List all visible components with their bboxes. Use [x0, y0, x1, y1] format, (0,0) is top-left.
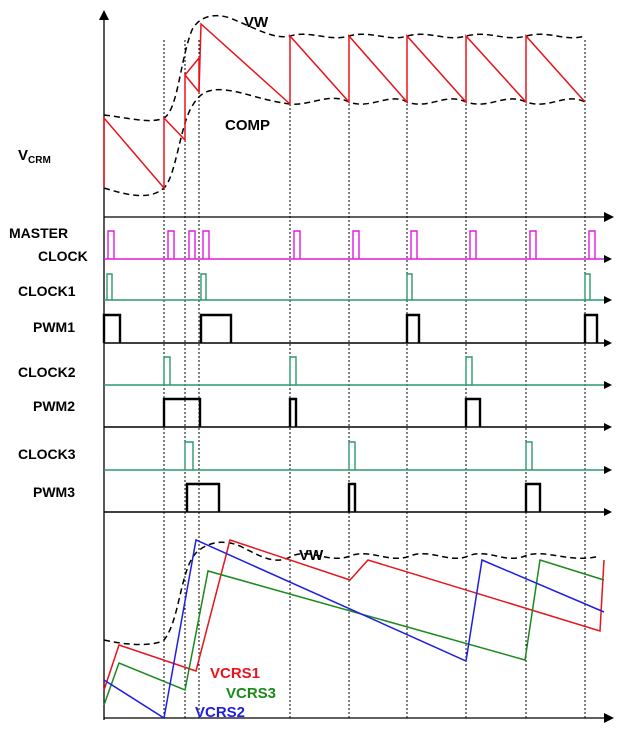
master-clock-pulse-10 — [588, 230, 596, 259]
clock1-waveform — [106, 273, 591, 300]
master-clock-pulse-2 — [167, 230, 175, 259]
master-arrow — [604, 255, 612, 263]
pwm1-waveform — [102, 313, 599, 343]
pwm2-label: PWM2 — [33, 398, 75, 414]
clock1-pulse-4 — [584, 273, 591, 300]
master-clock-label-1: MASTER — [9, 225, 68, 241]
pwm2-pulse-2 — [288, 397, 298, 427]
master-clock-pulse-6 — [352, 230, 360, 259]
clock3-arrow — [604, 466, 612, 474]
clock2-label: CLOCK2 — [18, 364, 76, 380]
vcrs3-waveform — [103, 559, 605, 706]
clock2-pulse-1 — [163, 356, 171, 385]
pwm1-label: PWM1 — [33, 319, 75, 335]
vw-bottom-label: VW — [299, 547, 324, 564]
pwm3-pulse-3 — [524, 482, 542, 512]
pwm1-pulse-2 — [199, 313, 233, 343]
pwm1-arrow — [604, 339, 612, 347]
pwm3-waveform — [185, 482, 542, 512]
vcrs2-waveform — [103, 538, 605, 720]
vcrm-waveform — [103, 22, 586, 191]
master-clock-pulse-5 — [293, 230, 301, 259]
clock2-pulse-2 — [289, 356, 297, 385]
master-clock-pulse-9 — [529, 230, 537, 259]
vcrs3-label: VCRS3 — [226, 685, 276, 702]
vcrm-connector — [184, 55, 200, 92]
pwm1-pulse-1 — [102, 313, 122, 343]
master-clock-waveform — [107, 230, 596, 259]
clock2-pulse-3 — [465, 356, 473, 385]
pwm2-pulse-3 — [464, 397, 482, 427]
timing-lines — [103, 40, 586, 718]
pwm2-pulse-1 — [162, 397, 202, 427]
clock2-waveform — [163, 356, 473, 385]
comp-envelope — [103, 88, 586, 197]
master-clock-label-2: CLOCK — [38, 248, 88, 264]
vw-envelope-top — [103, 14, 586, 122]
pwm3-pulse-1 — [185, 482, 221, 512]
pwm1-pulse-3 — [405, 313, 421, 343]
vcrs1-waveform — [103, 539, 605, 691]
pwm2-arrow — [604, 423, 612, 431]
master-clock-pulse-7 — [410, 230, 418, 259]
vw-top-label: VW — [244, 14, 269, 31]
clock1-pulse-3 — [406, 273, 413, 300]
clock3-label: CLOCK3 — [18, 446, 76, 462]
labels: VW COMP VCRM MASTER CLOCK CLOCK1 PWM1 CL… — [9, 14, 324, 721]
clock3-pulse-2 — [348, 441, 356, 470]
pwm1-pulse-4 — [583, 313, 599, 343]
clock1-arrow — [604, 296, 612, 304]
vcrm-section — [103, 14, 586, 197]
pwm2-waveform — [162, 397, 482, 427]
vcrs-section — [103, 538, 605, 720]
clock1-pulse-1 — [106, 273, 113, 300]
clock3-pulse-3 — [525, 441, 533, 470]
pwm3-arrow — [604, 508, 612, 516]
vw-envelope-bottom — [103, 541, 601, 646]
clock1-pulse-2 — [200, 273, 207, 300]
clock3-pulse-1 — [184, 441, 194, 470]
master-clock-pulse-1 — [107, 230, 115, 259]
pwm3-label: PWM3 — [33, 484, 75, 500]
vcrs2-label: VCRS2 — [195, 704, 245, 721]
master-clock-pulse-8 — [469, 230, 477, 259]
comp-label: COMP — [225, 117, 270, 134]
clock2-arrow — [604, 381, 612, 389]
clock1-label: CLOCK1 — [18, 283, 76, 299]
clock3-waveform — [184, 441, 533, 470]
master-clock-pulse-4 — [202, 230, 210, 259]
pwm3-pulse-2 — [347, 482, 357, 512]
master-clock-pulse-3 — [188, 230, 196, 259]
signal-baselines — [104, 255, 612, 516]
vcrm-label: VCRM — [18, 147, 51, 166]
vcrs1-label: VCRS1 — [210, 665, 260, 682]
